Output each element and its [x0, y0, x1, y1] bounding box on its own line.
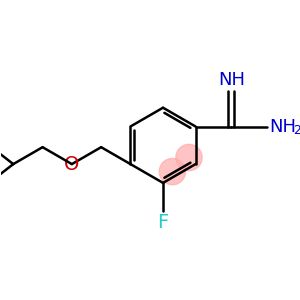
Circle shape — [176, 144, 202, 171]
Text: O: O — [64, 154, 80, 174]
Text: F: F — [158, 213, 169, 232]
Circle shape — [159, 158, 186, 185]
Text: NH: NH — [218, 71, 245, 89]
Text: NH: NH — [269, 118, 296, 136]
Text: 2: 2 — [293, 124, 300, 137]
